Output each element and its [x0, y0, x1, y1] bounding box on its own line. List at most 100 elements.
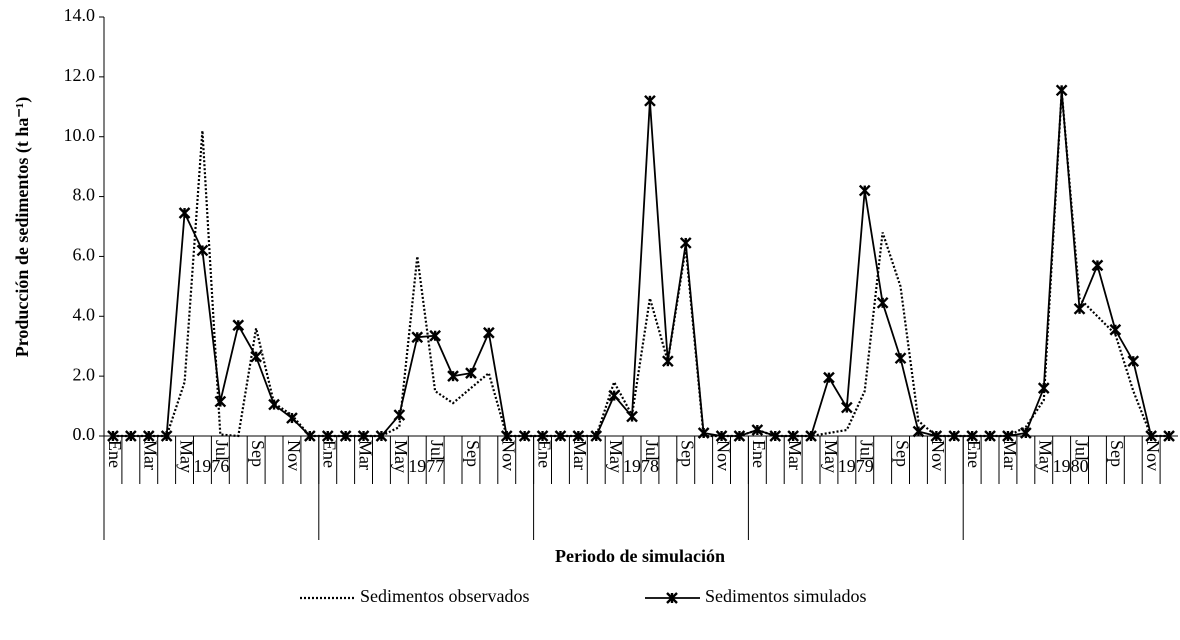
x-tick-label: May [606, 440, 626, 473]
marker [930, 430, 943, 442]
marker [1163, 430, 1175, 442]
marker [876, 296, 889, 309]
marker [214, 395, 227, 408]
x-tick-label: Sep [248, 440, 268, 467]
marker [1002, 430, 1014, 442]
group-label: 1979 [838, 456, 874, 476]
marker [268, 398, 280, 411]
x-axis-title: Periodo de simulación [555, 546, 725, 566]
marker [483, 326, 495, 339]
marker [357, 430, 370, 442]
marker [107, 430, 119, 442]
y-tick-label: 10.0 [64, 125, 96, 145]
x-tick-label: Ene [320, 440, 340, 468]
marker [1073, 302, 1086, 315]
marker [662, 355, 674, 368]
x-tick-label: Nov [928, 440, 948, 471]
y-tick-label: 4.0 [73, 304, 96, 324]
x-tick-label: May [821, 440, 841, 473]
x-tick-label: May [391, 440, 411, 473]
y-tick-label: 12.0 [64, 65, 96, 85]
x-tick-label: Ene [534, 440, 554, 468]
marker [1109, 323, 1122, 336]
x-tick-label: Sep [1107, 440, 1127, 467]
marker [339, 430, 352, 442]
marker [304, 430, 316, 442]
x-tick-label: Sep [892, 440, 912, 467]
group-label: 1977 [408, 456, 444, 476]
marker [429, 329, 441, 342]
marker [841, 401, 853, 414]
marker [858, 184, 871, 197]
marker [984, 430, 996, 442]
marker [178, 207, 191, 219]
x-tick-label: Mar [1000, 440, 1020, 470]
group-label: 1980 [1053, 456, 1089, 476]
y-tick-label: 0.0 [73, 424, 96, 444]
marker [142, 430, 155, 442]
marker [375, 430, 388, 442]
x-tick-label: Nov [499, 440, 519, 471]
marker [679, 237, 692, 249]
marker [232, 319, 245, 332]
y-tick-label: 14.0 [64, 5, 96, 25]
marker [912, 425, 925, 438]
x-tick-label: May [176, 440, 196, 473]
x-tick-label: Jul [642, 440, 662, 461]
marker [465, 367, 477, 379]
x-tick-label: Nov [1143, 440, 1163, 471]
x-tick-label: Jul [427, 440, 447, 461]
marker [500, 430, 513, 442]
marker [160, 430, 173, 442]
marker [1055, 84, 1068, 97]
marker [805, 430, 817, 442]
marker [536, 430, 549, 442]
marker [697, 427, 710, 439]
x-tick-label: Mar [785, 440, 805, 470]
x-tick-label: Ene [105, 440, 125, 468]
marker [321, 430, 334, 442]
marker [733, 430, 746, 442]
marker [608, 389, 620, 402]
legend-label: Sedimentos simulados [705, 586, 867, 606]
marker [1037, 382, 1050, 394]
marker [411, 331, 424, 344]
marker [590, 430, 603, 442]
series-line [113, 90, 1169, 437]
marker [196, 244, 209, 257]
x-tick-label: Nov [713, 440, 733, 471]
y-tick-label: 8.0 [73, 185, 96, 205]
marker [787, 430, 799, 442]
marker [1091, 259, 1104, 272]
marker [715, 430, 728, 442]
x-tick-label: Sep [678, 440, 698, 467]
marker [1020, 427, 1032, 439]
x-tick-label: Ene [964, 440, 984, 468]
x-tick-label: May [1036, 440, 1056, 473]
x-tick-label: Sep [463, 440, 483, 467]
marker [554, 430, 567, 442]
marker [250, 350, 262, 363]
x-tick-label: Jul [1071, 440, 1091, 461]
x-tick-label: Mar [570, 440, 590, 470]
x-tick-label: Mar [355, 440, 375, 470]
marker [447, 370, 459, 382]
y-tick-label: 2.0 [73, 364, 96, 384]
marker [966, 430, 978, 442]
marker [823, 371, 835, 384]
marker [518, 430, 531, 442]
x-tick-label: Nov [284, 440, 304, 471]
marker [644, 94, 656, 107]
x-tick-label: Mar [141, 440, 161, 470]
marker [286, 412, 298, 424]
y-axis-title: Producción de sedimentos (t ha⁻¹) [12, 97, 33, 358]
y-tick-label: 6.0 [73, 245, 96, 265]
marker [894, 352, 907, 365]
x-tick-label: Ene [749, 440, 769, 468]
marker [751, 424, 764, 436]
marker [948, 430, 961, 442]
marker [769, 430, 782, 442]
marker [572, 430, 585, 442]
x-tick-label: Jul [212, 440, 232, 461]
